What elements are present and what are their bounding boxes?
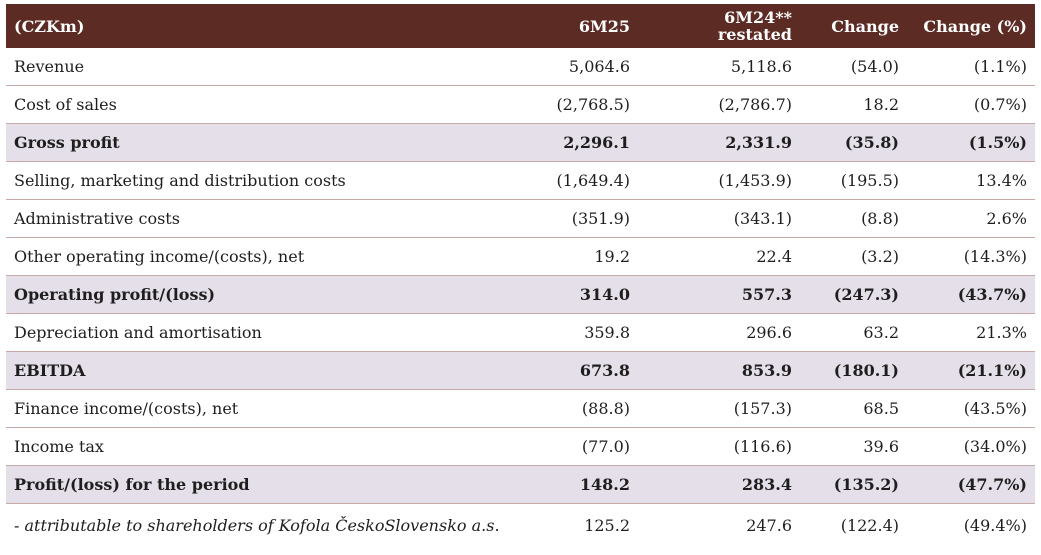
value-change-percent: (0.7%) — [907, 85, 1035, 124]
value-change: (54.0) — [800, 48, 907, 86]
row-label: Selling, marketing and distribution cost… — [6, 161, 516, 200]
value-6m25: 673.8 — [516, 351, 638, 390]
value-6m25: 148.2 — [516, 465, 638, 504]
value-change: (135.2) — [800, 465, 907, 504]
value-6m25: 125.2 — [584, 515, 630, 535]
value-6m25: 359.8 — [516, 313, 638, 352]
value-change: (180.1) — [800, 351, 907, 390]
table-row: EBITDA 673.8 853.9 (180.1) (21.1%) — [6, 351, 1035, 390]
header-6m24-restated: 6M24** restated — [638, 4, 800, 48]
table-row: Operating profit/(loss) 314.0 557.3 (247.3)… — [6, 275, 1035, 314]
value-6m24: 283.4 — [638, 465, 800, 504]
value-change: (195.5) — [800, 161, 907, 200]
row-label: Gross profit — [6, 123, 516, 162]
value-6m24: 2,331.9 — [638, 123, 800, 162]
value-change-percent: (14.3%) — [907, 237, 1035, 276]
table-row: Administrative costs (351.9) (343.1) (8.8) 2… — [6, 199, 1035, 238]
value-change-percent: (34.0%) — [907, 427, 1035, 466]
header-change-percent: Change (%) — [907, 4, 1035, 48]
value-change: 63.2 — [800, 313, 907, 352]
table-row: Gross profit 2,296.1 2,331.9 (35.8) (1.5%) — [6, 123, 1035, 162]
row-label: Operating profit/(loss) — [6, 275, 516, 314]
table-row: Revenue 5,064.6 5,118.6 (54.0) (1.1%) — [6, 48, 1035, 86]
value-6m25: 5,064.6 — [516, 48, 638, 86]
value-6m24: (157.3) — [638, 389, 800, 428]
header-unit-label: (CZKm) — [6, 4, 516, 48]
table-header-row: (CZKm) 6M25 6M24** restated Change Change… — [6, 4, 1035, 48]
row-label: Income tax — [6, 427, 516, 466]
header-6m24-line2: restated — [717, 25, 792, 44]
value-change: 68.5 — [800, 389, 907, 428]
value-change-percent: (47.7%) — [907, 465, 1035, 504]
table-row: Cost of sales (2,768.5) (2,786.7) 18.2 (0.7%… — [6, 85, 1035, 124]
table-row: Profit/(loss) for the period 148.2 283.4 (1… — [6, 465, 1035, 504]
value-6m25: (88.8) — [516, 389, 638, 428]
row-label: Administrative costs — [6, 199, 516, 238]
row-label: Finance income/(costs), net — [6, 389, 516, 428]
value-change: (3.2) — [800, 237, 907, 276]
row-label: Profit/(loss) for the period — [6, 465, 516, 504]
table-row: Selling, marketing and distribution cost… — [6, 161, 1035, 200]
value-6m25: 19.2 — [516, 237, 638, 276]
value-change-percent: (1.1%) — [907, 48, 1035, 86]
header-change: Change — [800, 4, 907, 48]
value-6m24: (2,786.7) — [638, 85, 800, 124]
value-change-percent: (21.1%) — [907, 351, 1035, 390]
value-6m24: 5,118.6 — [638, 48, 800, 86]
value-6m24: 557.3 — [638, 275, 800, 314]
value-change-percent: 21.3% — [907, 313, 1035, 352]
value-change: 18.2 — [800, 85, 907, 124]
value-6m25: 2,296.1 — [516, 123, 638, 162]
header-6m25: 6M25 — [516, 4, 638, 48]
value-change-percent: (43.5%) — [907, 389, 1035, 428]
value-6m25: 314.0 — [516, 275, 638, 314]
value-change: (247.3) — [800, 275, 907, 314]
income-statement-table: (CZKm) 6M25 6M24** restated Change Change… — [6, 4, 1035, 546]
row-label: Cost of sales — [6, 85, 516, 124]
value-change: 39.6 — [800, 427, 907, 466]
table-row: Finance income/(costs), net (88.8) (157.3)… — [6, 389, 1035, 428]
row-label: Revenue — [6, 48, 516, 86]
value-6m25: (1,649.4) — [516, 161, 638, 200]
row-label: Other operating income/(costs), net — [6, 237, 516, 276]
value-6m24: 853.9 — [638, 351, 800, 390]
header-6m24-line1: 6M24** — [724, 8, 792, 27]
table-row: Depreciation and amortisation 359.8 296.6 6… — [6, 313, 1035, 352]
value-6m25: (2,768.5) — [516, 85, 638, 124]
value-change-percent: (43.7%) — [907, 275, 1035, 314]
table-row: Income tax (77.0) (116.6) 39.6 (34.0%) — [6, 427, 1035, 466]
value-6m24: (116.6) — [638, 427, 800, 466]
value-change-percent: (49.4%) — [963, 515, 1027, 535]
table-row: Other operating income/(costs), net 19.2 2… — [6, 237, 1035, 276]
value-6m24: 22.4 — [638, 237, 800, 276]
table-row: - attributable to shareholders of Kofola… — [6, 504, 1035, 547]
value-change-percent: 2.6% — [907, 199, 1035, 238]
value-change: (8.8) — [800, 199, 907, 238]
value-change-percent: (1.5%) — [907, 123, 1035, 162]
value-6m24: (343.1) — [638, 199, 800, 238]
value-6m25: (77.0) — [516, 427, 638, 466]
value-6m25: (351.9) — [516, 199, 638, 238]
value-6m24: 247.6 — [746, 515, 792, 535]
value-change: (35.8) — [800, 123, 907, 162]
row-label: - attributable to shareholders of Kofola… — [14, 516, 500, 535]
value-change: (122.4) — [840, 515, 899, 535]
value-6m24: (1,453.9) — [638, 161, 800, 200]
value-change-percent: 13.4% — [907, 161, 1035, 200]
value-6m24: 296.6 — [638, 313, 800, 352]
row-label: Depreciation and amortisation — [6, 313, 516, 352]
row-label: EBITDA — [6, 351, 516, 390]
